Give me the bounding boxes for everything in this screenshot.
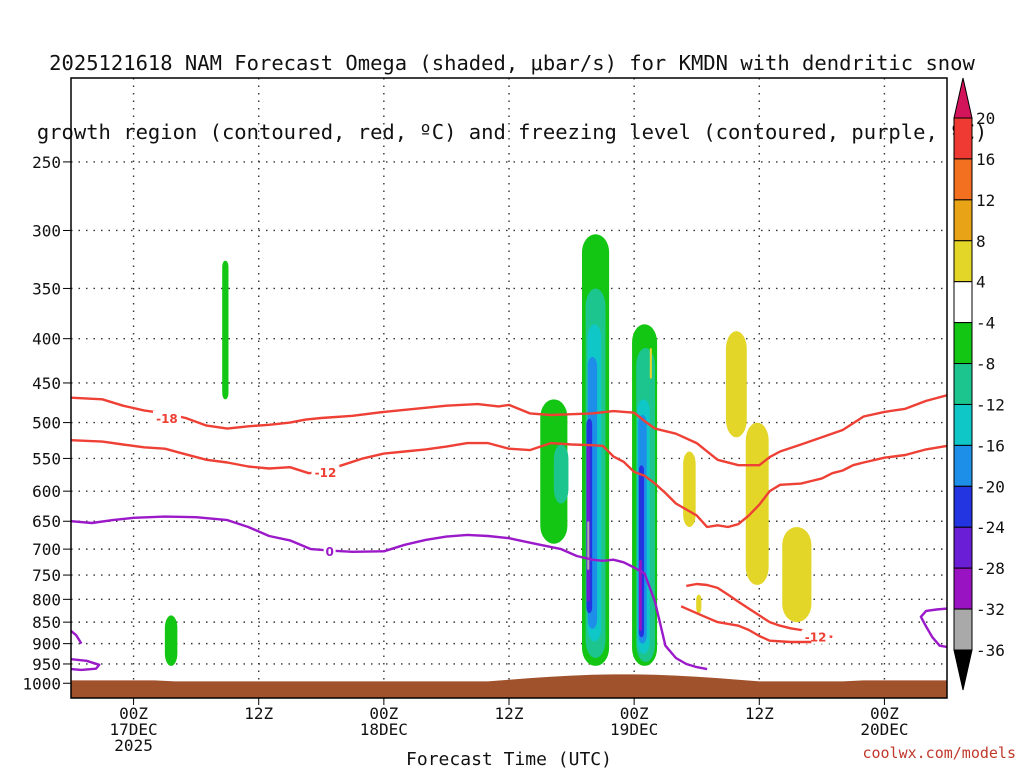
contour-label-bg-4 [323, 543, 336, 558]
omega-region-21 [649, 347, 652, 379]
colorbar-label-10: -24 [976, 518, 1005, 537]
omega-region-0 [222, 260, 229, 400]
colorbar-bin-9 [953, 485, 973, 528]
colorbar-bin-7 [953, 403, 973, 446]
omega-region-19 [745, 422, 769, 585]
contour-label-bg-2 [801, 629, 830, 644]
colorbar-label-8: -16 [976, 436, 1005, 455]
colorbar-label-9: -20 [976, 477, 1005, 496]
contour-line-3 [680, 605, 812, 644]
omega-region-1 [164, 615, 178, 666]
omega-region-18 [725, 331, 747, 438]
contour-label-0: -18 [156, 412, 178, 426]
colorbar-bin-0 [953, 117, 973, 160]
x-tick-label-3-0: 12Z [495, 704, 524, 723]
colorbar-bin-5 [953, 322, 973, 365]
watermark: coolwx.com/models [862, 744, 1016, 762]
colorbar-bottom-arrow [953, 649, 973, 691]
contour-label-4: 0 [325, 545, 333, 559]
x-tick-label-1-0: 12Z [244, 704, 273, 723]
contour-line-0 [71, 394, 947, 467]
colorbar-label-12: -32 [976, 600, 1005, 619]
x-axis-title: Forecast Time (UTC) [406, 749, 612, 768]
x-tick-label-0-2: 2025 [114, 736, 153, 755]
y-tick-label-400: 400 [32, 330, 61, 349]
y-tick-label-550: 550 [32, 449, 61, 468]
colorbar-bin-2 [953, 199, 973, 242]
omega-region-16 [587, 521, 590, 571]
contour-line-1 [71, 439, 947, 529]
colorbar: 20 16 12 8 4 -4 -8 -12 -16 -20 -24 -28 -32 -36 [953, 77, 1005, 691]
y-tick-label-900: 900 [32, 635, 61, 654]
omega-region-20 [782, 526, 812, 623]
chart-title: 2025121618 NAM Forecast Omega (shaded, μ… [0, 6, 1024, 167]
x-tick-label-6-1: 20DEC [860, 720, 908, 739]
chart-title-line-2: growth region (contoured, red, ºC) and f… [36, 120, 988, 144]
colorbar-bin-8 [953, 444, 973, 487]
contours: -18-12-120 [71, 394, 947, 672]
y-tick-label-750: 750 [32, 566, 61, 585]
y-tick-label-950: 950 [32, 655, 61, 674]
x-tick-label-4-0: 00Z [620, 704, 649, 723]
y-axis: 250 300 350 400 450 500 550 600 650 700 750 800 850 9… [22, 153, 71, 693]
x-tick-label-2-1: 18DEC [360, 720, 408, 739]
colorbar-label-6: -8 [976, 355, 995, 374]
chart-title-line-1: 2025121618 NAM Forecast Omega (shaded, μ… [49, 51, 975, 75]
gridlines [71, 78, 947, 698]
colorbar-bin-12 [953, 608, 973, 651]
contour-line-6 [71, 658, 101, 672]
colorbar-bin-3 [953, 240, 973, 283]
x-tick-label-0-1: 17DEC [109, 720, 157, 739]
y-tick-label-850: 850 [32, 613, 61, 632]
contour-line-5 [71, 629, 83, 645]
colorbar-bin-11 [953, 567, 973, 610]
colorbar-label-3: 8 [976, 232, 986, 251]
colorbar-label-13: -36 [976, 641, 1005, 660]
y-tick-label-650: 650 [32, 512, 61, 531]
contour-line-7 [919, 607, 947, 649]
colorbar-label-4: 4 [976, 273, 986, 292]
omega-region-15 [639, 559, 642, 631]
contour-label-1: -12 [315, 466, 337, 480]
y-tick-label-1000: 1000 [22, 674, 61, 693]
y-tick-label-500: 500 [32, 414, 61, 433]
colorbar-bin-4 [953, 281, 973, 324]
y-tick-label-350: 350 [32, 279, 61, 298]
contour-label-bg-0 [152, 410, 181, 425]
y-tick-label-300: 300 [32, 221, 61, 240]
colorbar-label-1: 16 [976, 150, 995, 169]
x-tick-label-5-0: 12Z [745, 704, 774, 723]
colorbar-label-2: 12 [976, 191, 995, 210]
plot-frame [70, 77, 948, 699]
y-tick-label-700: 700 [32, 540, 61, 559]
colorbar-label-0: 20 [976, 109, 995, 128]
colorbar-label-5: -4 [976, 314, 995, 333]
colorbar-bin-1 [953, 158, 973, 201]
omega-shading [164, 234, 812, 666]
x-tick-label-4-1: 19DEC [610, 720, 658, 739]
x-tick-label-0-0: 00Z [119, 704, 148, 723]
colorbar-bin-6 [953, 363, 973, 405]
colorbar-label-11: -28 [976, 559, 1005, 578]
omega-region-17 [683, 451, 696, 527]
colorbar-top-arrow [953, 77, 973, 119]
x-tick-label-2-0: 00Z [369, 704, 398, 723]
terrain-fill [71, 674, 947, 698]
x-tick-label-6-0: 00Z [870, 704, 899, 723]
omega-region-5 [553, 444, 569, 504]
y-tick-label-250: 250 [32, 153, 61, 172]
y-tick-label-600: 600 [32, 482, 61, 501]
terrain [71, 674, 947, 698]
contour-label-bg-1 [311, 465, 340, 480]
omega-region-22 [696, 594, 702, 614]
y-tick-label-800: 800 [32, 590, 61, 609]
colorbar-label-7: -12 [976, 395, 1005, 414]
contour-line-4 [71, 515, 708, 671]
colorbar-bin-10 [953, 526, 973, 569]
y-tick-label-450: 450 [32, 374, 61, 393]
